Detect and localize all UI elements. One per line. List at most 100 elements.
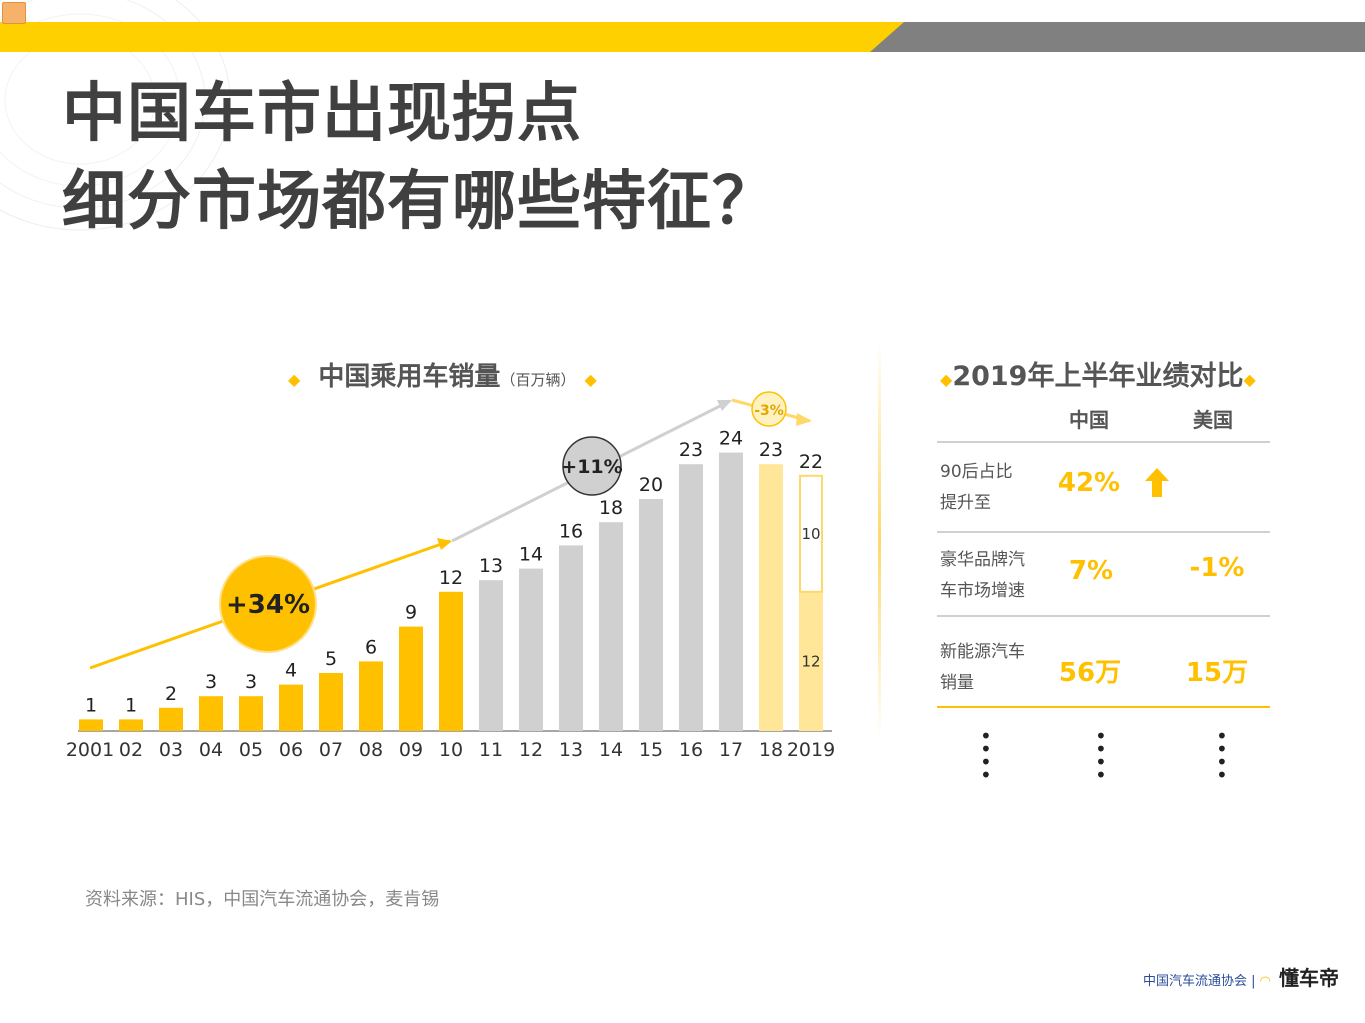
row-label: 90后占比 提升至 bbox=[940, 462, 1013, 513]
row-label: 新能源汽车 销量 bbox=[940, 642, 1025, 693]
tick-label: 05 bbox=[239, 739, 263, 761]
bar-15 bbox=[639, 499, 663, 731]
bar-17 bbox=[719, 452, 743, 731]
table-bottom-border bbox=[937, 706, 1270, 708]
bar-2019-lower bbox=[799, 591, 823, 731]
tick-label: 13 bbox=[559, 739, 583, 761]
tick-label: 03 bbox=[159, 739, 183, 761]
bar-05 bbox=[239, 696, 263, 731]
data-label: 13 bbox=[479, 555, 503, 577]
col-china: 中国 bbox=[1069, 408, 1109, 432]
bar-08 bbox=[359, 661, 383, 731]
chart-title-text: 中国乘用车销量 bbox=[318, 362, 501, 392]
dcd-logo-icon: ◠ bbox=[1259, 974, 1271, 989]
tick-label: 18 bbox=[759, 739, 783, 761]
bar-13 bbox=[559, 545, 583, 731]
page-title-line2: 细分市场都有哪些特征？ bbox=[62, 165, 777, 239]
growth-badge bbox=[219, 555, 317, 653]
col-usa: 美国 bbox=[1193, 408, 1233, 432]
tick-label: 09 bbox=[399, 739, 423, 761]
data-label: 22 bbox=[799, 451, 823, 473]
tick-label: 2001 bbox=[66, 739, 114, 761]
stack-label: 10 bbox=[801, 525, 820, 543]
data-label: 20 bbox=[639, 474, 663, 496]
row-divider bbox=[937, 531, 1270, 533]
dcd-logo: 懂车帝 bbox=[1279, 966, 1339, 990]
data-label: 16 bbox=[559, 520, 583, 542]
more-dots: • • • • bbox=[980, 724, 992, 787]
data-label: 6 bbox=[365, 636, 377, 658]
stack-label: 12 bbox=[801, 652, 820, 670]
decline-badge-text: -3% bbox=[754, 403, 784, 419]
row-china-value: 7% bbox=[1068, 556, 1114, 586]
data-label: 1 bbox=[85, 694, 97, 716]
arrow-head bbox=[437, 538, 452, 550]
data-label: 3 bbox=[205, 671, 217, 693]
more-dots: • • • • bbox=[1216, 724, 1228, 787]
tick-label: 17 bbox=[719, 739, 743, 761]
growth-badge-text: +34% bbox=[226, 590, 310, 620]
row-divider bbox=[937, 441, 1270, 443]
data-label: 1 bbox=[125, 694, 137, 716]
bar-12 bbox=[519, 568, 543, 731]
source-note: 资料来源：HIS，中国汽车流通协会，麦肯锡 bbox=[85, 889, 440, 910]
arrow-head bbox=[796, 413, 812, 426]
bar-02 bbox=[119, 719, 143, 731]
bar-18 bbox=[759, 464, 783, 731]
diamond-icon: ◆ bbox=[288, 370, 301, 389]
data-label: 12 bbox=[439, 567, 463, 589]
footer-logos: 中国汽车流通协会 | ◠ 懂车帝 bbox=[1142, 966, 1339, 990]
data-label: 23 bbox=[759, 439, 783, 461]
tick-label: 14 bbox=[599, 739, 623, 761]
arrow-up-icon bbox=[1145, 468, 1169, 497]
tick-label: 15 bbox=[639, 739, 663, 761]
comparison-title: ◆2019年上半年业绩对比◆ bbox=[940, 354, 1256, 393]
bar-10 bbox=[439, 591, 463, 731]
top-bar-grey bbox=[870, 22, 1365, 52]
bar-chart: 1200110220330430540650760890912101311141… bbox=[66, 391, 835, 761]
tick-label: 04 bbox=[199, 739, 223, 761]
mature-badge-text: +11% bbox=[561, 456, 622, 478]
row-china-value: 56万 bbox=[1058, 658, 1122, 688]
data-label: 3 bbox=[245, 671, 257, 693]
data-label: 24 bbox=[719, 428, 743, 450]
row-label: 豪华品牌汽 车市场增速 bbox=[940, 550, 1025, 601]
bar-16 bbox=[679, 464, 703, 731]
diamond-icon: ◆ bbox=[940, 370, 953, 389]
bar-11 bbox=[479, 580, 503, 731]
diamond-icon: ◆ bbox=[584, 370, 597, 389]
data-label: 18 bbox=[599, 497, 623, 519]
bar-07 bbox=[319, 673, 343, 731]
chart-title: ◆ 中国乘用车销量（百万辆） ◆ bbox=[288, 356, 597, 393]
diamond-icon: ◆ bbox=[1243, 370, 1256, 389]
tick-label: 12 bbox=[519, 739, 543, 761]
bar-14 bbox=[599, 522, 623, 731]
bar-03 bbox=[159, 707, 183, 731]
page-title-line1: 中国车市出现拐点 bbox=[62, 77, 582, 151]
data-label: 2 bbox=[165, 683, 177, 705]
row-usa-value: 15万 bbox=[1185, 658, 1249, 688]
data-label: 9 bbox=[405, 602, 417, 624]
decline-badge bbox=[751, 391, 787, 427]
chart-unit: （百万辆） bbox=[500, 371, 576, 389]
tick-label: 2019 bbox=[787, 739, 835, 761]
arrow-head bbox=[717, 400, 732, 411]
row-usa-value: -1% bbox=[1189, 553, 1245, 583]
note-icon[interactable] bbox=[2, 2, 26, 24]
bar-06 bbox=[279, 684, 303, 731]
tick-label: 08 bbox=[359, 739, 383, 761]
comparison-title-text: 2019年上半年业绩对比 bbox=[952, 361, 1244, 392]
bar-09 bbox=[399, 626, 423, 731]
tick-label: 02 bbox=[119, 739, 143, 761]
tick-label: 06 bbox=[279, 739, 303, 761]
data-label: 23 bbox=[679, 439, 703, 461]
mature-badge bbox=[562, 436, 622, 496]
bar-2019-upper bbox=[799, 474, 823, 593]
cada-logo: 中国汽车流通协会 bbox=[1142, 974, 1247, 989]
bar-04 bbox=[199, 696, 223, 731]
divider bbox=[878, 340, 881, 740]
tick-label: 07 bbox=[319, 739, 343, 761]
data-label: 4 bbox=[285, 660, 297, 682]
tick-label: 10 bbox=[439, 739, 463, 761]
data-label: 14 bbox=[519, 544, 543, 566]
